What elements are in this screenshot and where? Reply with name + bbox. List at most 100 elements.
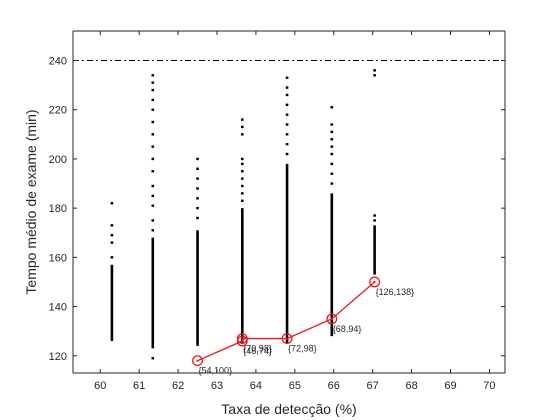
scatter-point-5-3 — [330, 152, 334, 156]
scatter-point-3-5 — [240, 162, 244, 166]
scatter-point-1-15 — [151, 74, 155, 77]
y-tick-label-2: 160 — [49, 252, 67, 264]
scatter-layer — [110, 69, 376, 360]
scatter-point-4-1 — [285, 142, 289, 146]
x-tick-label-5: 65 — [289, 380, 301, 392]
pareto-point-dot-0 — [196, 359, 199, 362]
plot-area — [73, 31, 505, 373]
pareto-point-5 — [369, 276, 381, 288]
scatter-point-3-6 — [240, 157, 244, 161]
scatter-point-2-4 — [196, 177, 199, 180]
scatter-point-3-8 — [240, 125, 244, 129]
scatter-point-2-3 — [196, 187, 199, 190]
scatter-point-0-3 — [110, 224, 114, 227]
scatter-point-1-11 — [151, 108, 155, 111]
y-tick-label-3: 180 — [49, 203, 67, 215]
pareto-point-3 — [281, 333, 293, 345]
scatter-point-4-6 — [285, 93, 289, 97]
pareto-label-3: {72,98} — [288, 344, 317, 354]
pareto-label-2: {70,98} — [243, 344, 272, 354]
pareto-point-dot-5 — [373, 280, 376, 284]
scatter-point-0-1 — [110, 241, 114, 244]
x-tick-label-3: 63 — [211, 380, 223, 392]
pareto-line — [197, 281, 376, 362]
scatter-point-1-10 — [151, 120, 155, 124]
pareto-point-0 — [192, 355, 203, 367]
x-tick-label-9: 69 — [444, 380, 456, 392]
scatter-point-2-1 — [196, 206, 199, 210]
scatter-point-2-5 — [196, 167, 199, 170]
scatter-point-3-4 — [240, 170, 244, 173]
x-tick-label-0: 60 — [94, 380, 106, 392]
x-tick-label-8: 68 — [405, 380, 417, 392]
scatter-point-5-5 — [330, 138, 334, 141]
x-tick-label-6: 66 — [328, 380, 340, 392]
y-tick-label-0: 120 — [49, 351, 67, 363]
scatter-point-2-0 — [196, 216, 199, 220]
scatter-point-3-2 — [240, 184, 244, 188]
scatter-point-5-0 — [330, 182, 334, 185]
scatter-point-4-4 — [285, 113, 289, 116]
scatter-point-1-1 — [151, 229, 155, 232]
y-tick-label-4: 200 — [49, 154, 67, 166]
pareto-point-dot-3 — [285, 337, 289, 340]
pareto-point-dot-4 — [330, 317, 333, 320]
scatter-point-1-3 — [151, 204, 155, 207]
x-tick-label-2: 62 — [172, 380, 184, 392]
scatter-point-4-0 — [285, 152, 289, 156]
pareto-label-1: {48,74} — [243, 346, 272, 356]
scatter-point-0-4 — [110, 202, 114, 205]
x-tick-label-4: 64 — [250, 380, 262, 392]
scatter-point-3-1 — [240, 192, 244, 195]
scatter-point-3-7 — [240, 133, 244, 136]
pareto-point-dot-2 — [241, 337, 244, 340]
scatter-point-0-0 — [110, 256, 114, 259]
scatter-point-1-2 — [151, 219, 155, 222]
scatter-point-0-2 — [110, 234, 114, 237]
y-axis-label: Tempo médio de exame (min) — [23, 109, 39, 294]
scatter-point-1-13 — [151, 88, 155, 92]
scatter-point-1-8 — [151, 145, 155, 148]
scatter-point-5-6 — [330, 130, 334, 134]
pareto-label-0: {54,100} — [199, 366, 233, 376]
scatter-point-1-4 — [151, 194, 155, 198]
x-tick-label-7: 67 — [367, 380, 379, 392]
pareto-point-2 — [236, 333, 248, 345]
x-tick-label-10: 70 — [483, 380, 495, 392]
scatter-point-1-9 — [151, 133, 155, 136]
scatter-point-1-0 — [151, 357, 155, 360]
scatter-point-5-2 — [330, 162, 334, 166]
scatter-point-1-7 — [151, 157, 155, 161]
scatter-point-6-1 — [373, 214, 376, 217]
scatter-point-5-8 — [330, 106, 334, 109]
scatter-point-2-2 — [196, 197, 199, 200]
pareto-point-dot-1 — [241, 339, 244, 343]
pareto-point-4 — [326, 313, 338, 325]
pareto-label-4: {68,94} — [333, 324, 362, 334]
x-axis-label: Taxa de detecção (%) — [221, 401, 356, 417]
scatter-point-5-1 — [330, 172, 334, 175]
scatter-point-1-5 — [151, 184, 155, 188]
y-tick-label-6: 240 — [49, 56, 67, 68]
scatter-point-1-14 — [151, 81, 155, 84]
scatter-point-4-5 — [285, 103, 289, 107]
axes-layer: 60 61 62 63 64 65 66 67 68 69 70 120 140 160 180 200 220… — [49, 30, 506, 392]
x-tick-label-1: 61 — [133, 380, 145, 392]
scatter-point-2-6 — [196, 157, 199, 161]
scatter-point-4-7 — [285, 86, 289, 89]
scatter-point-6-0 — [373, 219, 376, 222]
scatter-point-6-3 — [373, 69, 376, 72]
y-tick-label-1: 140 — [49, 302, 67, 314]
scatter-point-1-6 — [151, 170, 155, 173]
scatter-point-6-2 — [373, 74, 376, 77]
pareto-label-5: {126,138} — [376, 287, 415, 297]
scatter-point-3-3 — [240, 177, 244, 180]
scatter-point-4-3 — [285, 123, 289, 126]
y-tick-label-5: 220 — [49, 105, 67, 117]
pareto-layer: {54,100} {48,74}{70,98} {72,98} {68,94} {126… — [192, 276, 415, 376]
scatter-point-5-7 — [330, 123, 334, 126]
scatter-point-1-12 — [151, 98, 155, 102]
scatter-point-4-8 — [285, 76, 289, 79]
scatter-point-4-2 — [285, 133, 289, 136]
